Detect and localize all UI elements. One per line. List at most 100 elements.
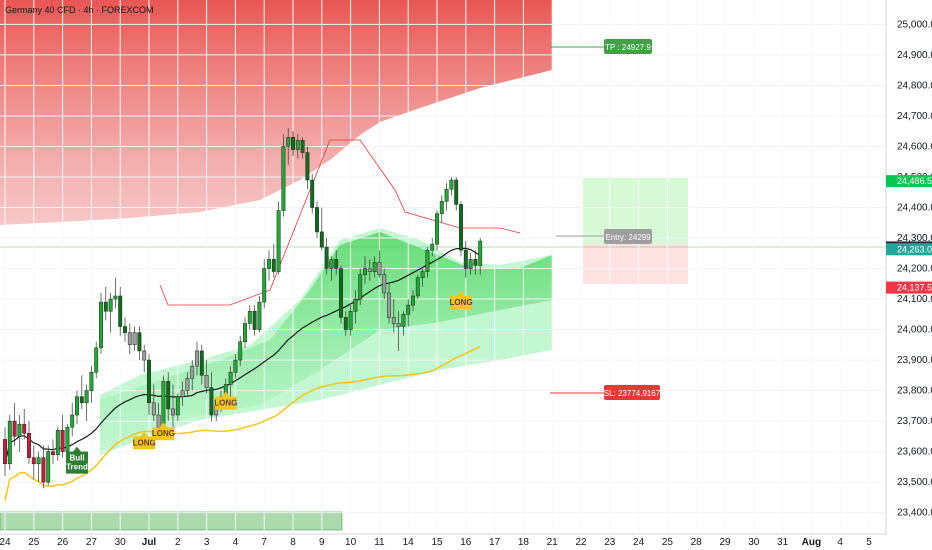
candle-body [257, 301, 262, 330]
candle-body [243, 323, 247, 343]
candle-body [84, 390, 89, 404]
x-tick-label: 25 [28, 537, 40, 548]
candle-body [137, 332, 142, 352]
y-tick-label: 23,900.0 [897, 355, 932, 366]
candle-body [171, 408, 175, 416]
candle-body [435, 213, 439, 245]
candle-body [291, 137, 295, 150]
sl-label[interactable]: SL: 23774.9167 [550, 385, 661, 400]
candle-body [329, 259, 334, 269]
candle-body [132, 332, 137, 346]
candle-body [262, 268, 267, 303]
candle-body [60, 430, 65, 452]
candle-body [204, 375, 209, 388]
candle-body [310, 179, 315, 208]
x-tick-label: 15 [431, 537, 443, 548]
candle-body [363, 268, 367, 275]
candle-body [459, 204, 463, 251]
candle-body [89, 372, 94, 391]
candle-body [454, 179, 459, 205]
marker-text: LONG [214, 399, 237, 408]
y-tick-label: 23,800.0 [897, 386, 932, 397]
candle-body [449, 179, 454, 190]
candle-body [411, 295, 415, 306]
price-badge-text: 24,486.5 [897, 176, 932, 186]
candle-body [339, 268, 343, 318]
x-tick-label: 30 [748, 537, 760, 548]
y-tick-label: 24,200.0 [897, 264, 932, 275]
candle-body [185, 378, 190, 391]
x-tick-label: 4 [837, 537, 843, 548]
marker-text: LONG [152, 429, 175, 438]
candle-body [238, 341, 243, 361]
entry-text: Entry: 24299 [605, 233, 651, 242]
candle-body [406, 304, 411, 315]
x-tick-label: 27 [86, 537, 98, 548]
x-tick-label: 4 [233, 537, 239, 548]
tp-label[interactable]: TP : 24927.9 [550, 39, 652, 54]
x-tick-label: Aug [802, 537, 821, 548]
time-axis[interactable] [0, 534, 932, 550]
candle-body [463, 249, 468, 269]
candle-body [315, 207, 319, 233]
candle-body [142, 350, 147, 361]
candle-body [70, 414, 75, 428]
entry-label[interactable]: Entry: 24299 [556, 229, 652, 244]
candle-body [305, 152, 310, 181]
candle-body [473, 259, 478, 266]
x-tick-label: 18 [518, 537, 530, 548]
y-tick-label: 24,900.0 [897, 50, 932, 61]
x-tick-label: 29 [719, 537, 731, 548]
candle-body [22, 423, 27, 434]
candle-body [391, 317, 396, 324]
x-tick-label: 9 [319, 537, 325, 548]
candle-body [3, 439, 7, 465]
candle-body [478, 240, 483, 266]
y-tick-label: 24,300.0 [897, 233, 932, 244]
x-tick-label: 23 [604, 537, 616, 548]
x-tick-label: 31 [777, 537, 789, 548]
marker-text: Bull [69, 454, 84, 463]
long-signal-marker: LONG [449, 290, 473, 309]
candle-body [161, 381, 166, 428]
candle-body [415, 277, 420, 297]
red-resistance-band [0, 0, 552, 225]
y-tick-label: 24,400.0 [897, 202, 932, 213]
candle-body [233, 359, 238, 373]
price-axis[interactable] [886, 0, 932, 534]
candle-body [31, 457, 36, 465]
x-tick-label: 2 [175, 537, 181, 548]
y-tick-label: 24,800.0 [897, 80, 932, 91]
y-tick-label: 23,600.0 [897, 447, 932, 458]
candle-body [343, 317, 348, 330]
candle-body [334, 259, 339, 269]
candle-body [281, 146, 286, 211]
candle-body [228, 372, 233, 385]
candle-body [271, 259, 276, 272]
x-tick-label: 11 [374, 537, 385, 548]
x-tick-label: 28 [691, 537, 703, 548]
x-tick-label: 25 [662, 537, 674, 548]
candle-body [195, 350, 199, 367]
x-tick-label: 14 [403, 537, 415, 548]
candle-body [295, 140, 300, 150]
baseline-line [4, 345, 481, 501]
candle-body [147, 359, 151, 404]
y-tick-label: 23,500.0 [897, 477, 932, 488]
tp-text: TP : 24927.9 [605, 43, 651, 52]
candle-body [444, 188, 449, 202]
candle-body [12, 420, 17, 437]
marker-text: LONG [449, 298, 472, 307]
trailing-stop-line [159, 139, 521, 306]
candle-body [252, 310, 257, 330]
x-axis-labels: 24 25 26 27 30 Jul 2 3 4 7 8 9 10 11 14 15 16 17 18 21 22 23 2… [0, 537, 872, 548]
candle-body [180, 390, 185, 397]
candle-body [113, 295, 118, 300]
candle-body [27, 433, 31, 458]
long-signal-marker: LONG [214, 391, 237, 410]
candle-body [425, 249, 430, 272]
candle-body [377, 262, 382, 275]
candle-body [199, 350, 204, 376]
